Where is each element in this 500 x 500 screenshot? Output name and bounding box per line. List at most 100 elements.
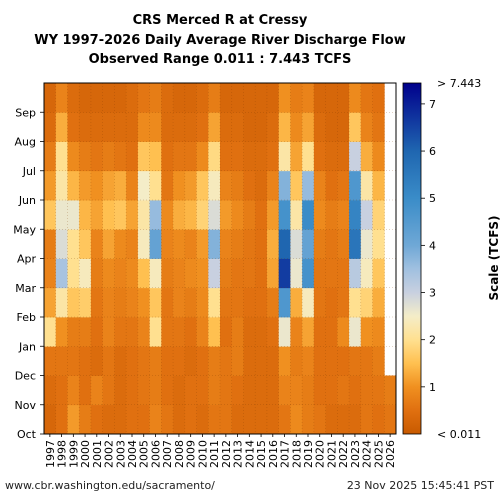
- heat-cell-2010-dec: [196, 346, 209, 376]
- heat-cell-2001-feb: [90, 287, 104, 318]
- x-tick-label-2012: 2012: [220, 440, 233, 468]
- heat-cell-2021-nov: [325, 375, 338, 406]
- heat-cell-2000-jul: [79, 141, 92, 172]
- x-tick-label-2018: 2018: [290, 440, 303, 468]
- heat-cell-2015-jul: [255, 141, 268, 172]
- heat-cell-2018-aug: [290, 112, 303, 142]
- x-tick-label-1999: 1999: [67, 440, 80, 468]
- heat-cell-2004-jan: [126, 317, 139, 347]
- heat-cell-2011-jan: [208, 317, 221, 347]
- heat-cell-2024-aug: [360, 112, 373, 142]
- heat-cell-2000-jun: [79, 170, 92, 201]
- heat-cell-2001-apr: [90, 229, 104, 259]
- heat-cell-2017-apr: [278, 229, 291, 259]
- heat-cell-1997-nov: [44, 375, 57, 406]
- heat-cell-2025-jul: [372, 141, 385, 172]
- heat-cell-2011-dec: [208, 346, 221, 376]
- heat-cell-2025-dec: [372, 346, 385, 376]
- heat-cell-2011-apr: [208, 229, 221, 259]
- heat-cell-2003-apr: [114, 229, 127, 259]
- heat-cell-2014-apr: [243, 229, 256, 259]
- heat-cell-2024-jan: [360, 317, 373, 347]
- heat-cell-2019-jul: [302, 141, 315, 172]
- heat-cell-2012-aug: [220, 112, 233, 142]
- heat-cell-2018-jul: [290, 141, 303, 172]
- heat-cell-2005-feb: [137, 287, 150, 318]
- heat-cell-2008-jan: [173, 317, 186, 347]
- heat-cell-1998-mar: [55, 258, 68, 289]
- heat-cell-2008-may: [173, 200, 186, 230]
- x-tick-label-2017: 2017: [279, 440, 292, 468]
- heat-cell-2016-apr: [266, 229, 280, 259]
- heat-cell-2014-dec: [243, 346, 256, 376]
- heat-cell-2020-apr: [313, 229, 326, 259]
- heat-cell-2021-jan: [325, 317, 338, 347]
- heat-cell-2015-jan: [255, 317, 268, 347]
- heat-cell-2014-sep: [243, 83, 256, 113]
- heat-cell-2020-sep: [313, 83, 326, 113]
- heat-cell-2023-jun: [349, 170, 362, 201]
- x-tick-label-2000: 2000: [79, 440, 92, 468]
- heat-cell-2023-may: [349, 200, 362, 230]
- heat-cell-2003-nov: [114, 375, 127, 406]
- heat-cell-1999-jan: [67, 317, 80, 347]
- heat-cell-2016-dec: [266, 346, 280, 376]
- heat-cell-2024-dec: [360, 346, 373, 376]
- heat-cell-2004-sep: [126, 83, 139, 113]
- heat-cell-2018-may: [290, 200, 303, 230]
- x-tick-label-2007: 2007: [161, 440, 174, 468]
- heat-cell-2001-oct: [90, 404, 104, 435]
- heat-cell-2009-apr: [184, 229, 197, 259]
- heat-cell-2015-nov: [255, 375, 268, 406]
- heat-cell-2015-aug: [255, 112, 268, 142]
- heat-cell-2012-apr: [220, 229, 233, 259]
- heat-cell-2002-jul: [102, 141, 115, 172]
- heat-cell-2010-sep: [196, 83, 209, 113]
- heat-cell-2002-sep: [102, 83, 115, 113]
- heat-cell-2005-jul: [137, 141, 150, 172]
- heat-cell-2007-mar: [161, 258, 174, 289]
- x-tick-label-2022: 2022: [337, 440, 350, 468]
- heat-cell-2009-oct: [184, 404, 197, 435]
- colorbar-tick-label: 6: [429, 145, 436, 158]
- heat-cell-2006-aug: [149, 112, 162, 142]
- heat-cell-2022-jun: [337, 170, 350, 201]
- heat-cell-2018-dec: [290, 346, 303, 376]
- heat-cell-2013-feb: [231, 287, 244, 318]
- y-tick-label-feb: Feb: [17, 311, 36, 324]
- heat-cell-2008-jun: [173, 170, 186, 201]
- heat-cell-1998-jan: [55, 317, 68, 347]
- heat-cell-2004-oct: [126, 404, 139, 435]
- heat-cell-2024-jun: [360, 170, 373, 201]
- heat-cell-2016-jan: [266, 317, 280, 347]
- heat-cell-2022-mar: [337, 258, 350, 289]
- heat-cell-2022-sep: [337, 83, 350, 113]
- heat-cell-1997-sep: [44, 83, 57, 113]
- heat-cell-1998-sep: [55, 83, 68, 113]
- colorbar-tick-label: 1: [429, 381, 436, 394]
- heat-cell-2009-nov: [184, 375, 197, 406]
- heat-cell-2018-apr: [290, 229, 303, 259]
- heat-cell-2014-mar: [243, 258, 256, 289]
- heat-cell-2015-sep: [255, 83, 268, 113]
- heat-cell-2004-may: [126, 200, 139, 230]
- heat-cell-2015-mar: [255, 258, 268, 289]
- heat-cell-2013-jul: [231, 141, 244, 172]
- heat-cell-2024-may: [360, 200, 373, 230]
- heat-cell-2016-feb: [266, 287, 280, 318]
- heat-cell-2000-oct: [79, 404, 92, 435]
- heat-cell-2001-mar: [90, 258, 104, 289]
- heat-cell-2000-dec: [79, 346, 92, 376]
- x-tick-label-2008: 2008: [173, 440, 186, 468]
- heat-cell-2020-dec: [313, 346, 326, 376]
- heat-cell-1999-jul: [67, 141, 80, 172]
- heat-cell-2023-aug: [349, 112, 362, 142]
- heat-cell-2014-oct: [243, 404, 256, 435]
- heat-cell-2000-apr: [79, 229, 92, 259]
- heat-cell-2025-may: [372, 200, 385, 230]
- x-tick-label-2011: 2011: [208, 440, 221, 468]
- heat-cell-2013-jun: [231, 170, 244, 201]
- heat-cell-2006-apr: [149, 229, 162, 259]
- heat-cell-2010-apr: [196, 229, 209, 259]
